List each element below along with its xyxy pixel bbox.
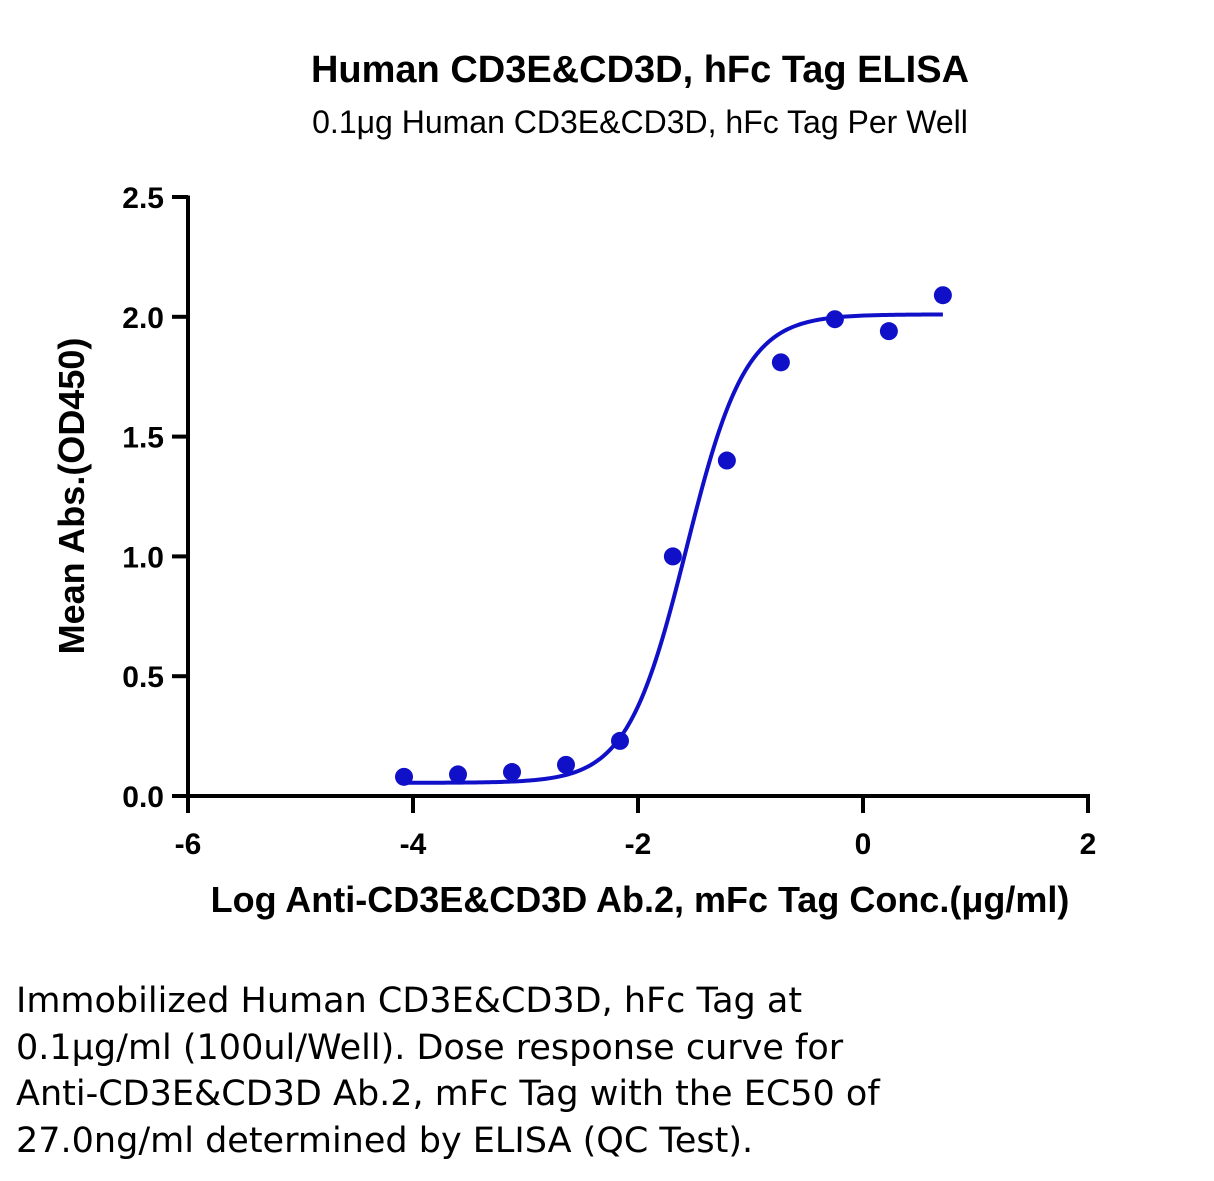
y-tick-label: 1.0 <box>122 541 164 574</box>
chart-title: Human CD3E&CD3D, hFc Tag ELISA <box>311 49 969 91</box>
y-tick-label: 0.0 <box>122 781 164 814</box>
y-tick-label: 2.5 <box>122 182 164 215</box>
y-axis: 0.0 0.5 1.0 1.5 2.0 2.5 <box>122 182 190 814</box>
x-tick-label: 0 <box>855 828 872 861</box>
data-point <box>503 763 521 782</box>
x-tick-label: -6 <box>175 828 202 861</box>
x-tick-label: -4 <box>400 828 427 861</box>
data-point <box>933 286 952 305</box>
fit-curve <box>404 312 943 785</box>
data-point <box>771 353 790 372</box>
y-tick-label: 0.5 <box>122 661 164 694</box>
data-point <box>611 731 629 750</box>
x-axis: -6 -4 -2 0 2 <box>175 794 1097 861</box>
y-tick-label: 2.0 <box>122 302 164 335</box>
data-point <box>717 451 736 470</box>
data-point <box>663 547 682 566</box>
elisa-chart: Human CD3E&CD3D, hFc Tag ELISA 0.1μg Hum… <box>51 49 1097 920</box>
x-tick-label: -2 <box>625 828 652 861</box>
data-point <box>449 765 467 784</box>
x-axis-label: Log Anti-CD3E&CD3D Ab.2, mFc Tag Conc.(μ… <box>211 879 1070 920</box>
y-axis-label: Mean Abs.(OD450) <box>51 338 92 655</box>
data-point <box>879 322 898 341</box>
data-point <box>557 755 575 774</box>
chart-subtitle: 0.1μg Human CD3E&CD3D, hFc Tag Per Well <box>312 104 968 140</box>
x-tick-label: 2 <box>1080 828 1097 861</box>
data-point <box>825 310 844 329</box>
figure-caption: Immobilized Human CD3E&CD3D, hFc Tag at … <box>16 981 880 1161</box>
data-point <box>395 767 413 786</box>
y-tick-label: 1.5 <box>122 422 164 455</box>
data-points <box>395 286 952 786</box>
